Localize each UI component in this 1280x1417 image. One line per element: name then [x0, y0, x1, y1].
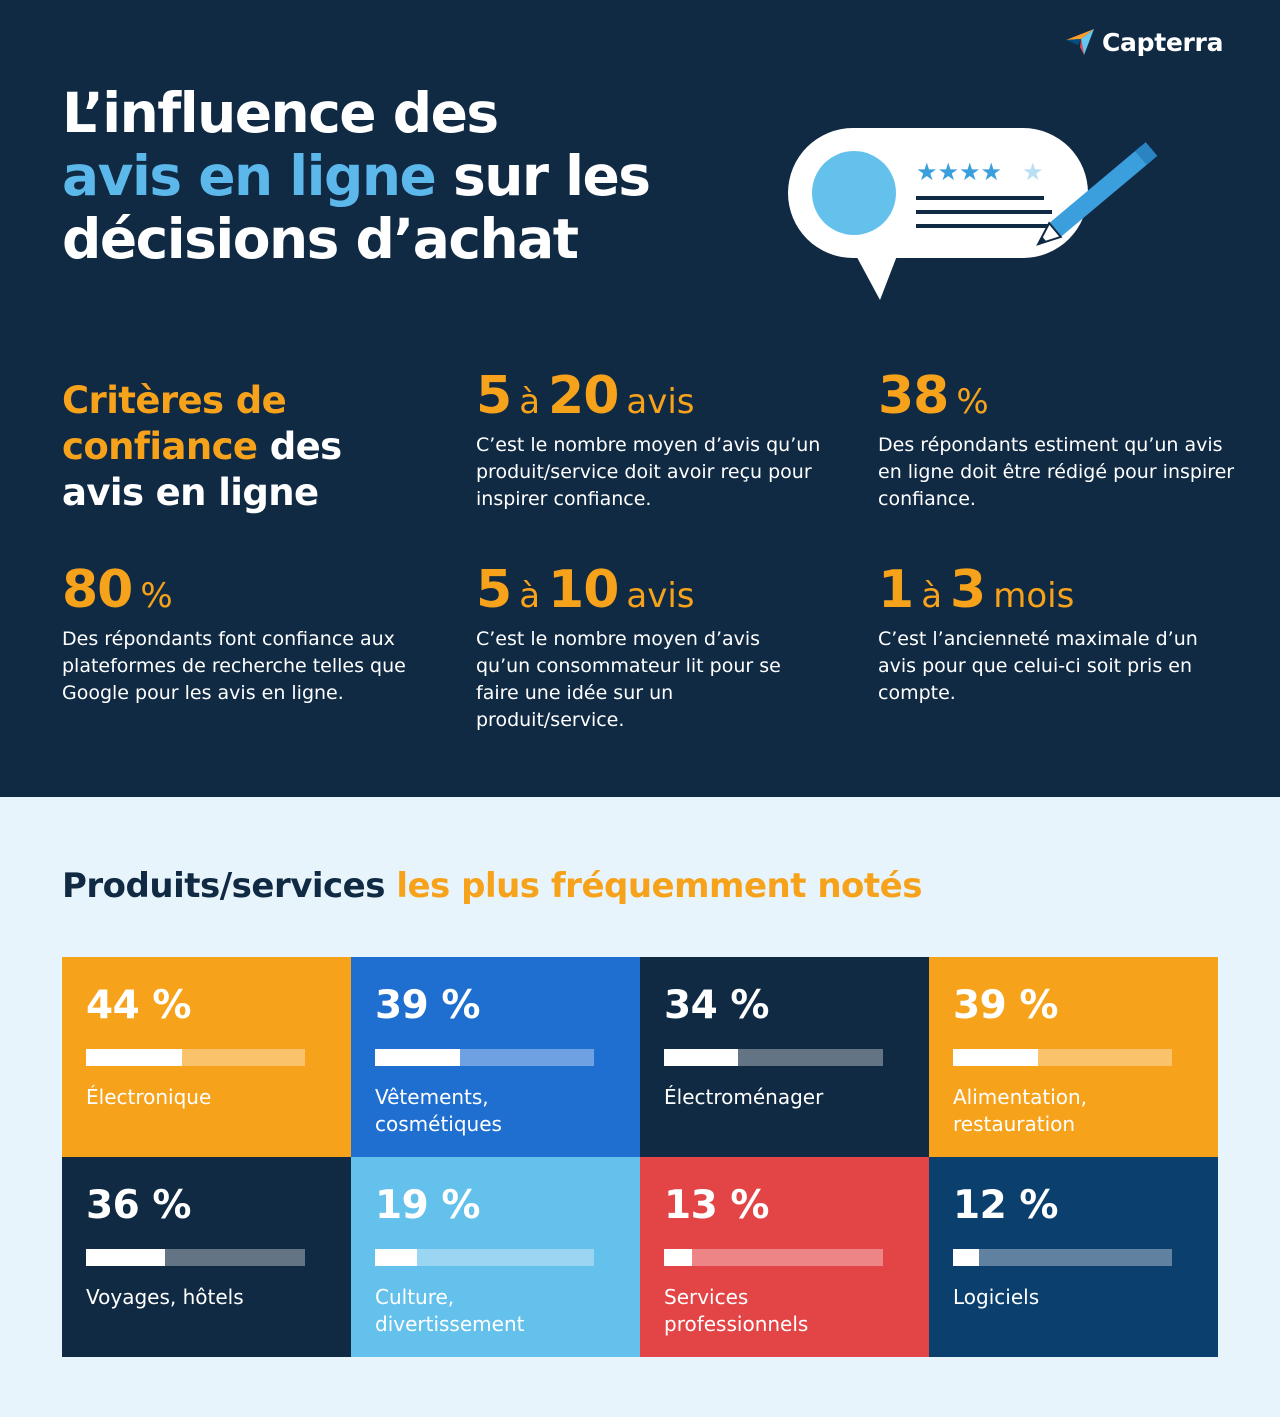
category-bar-track — [664, 1049, 883, 1066]
stat-value: 80% — [62, 560, 173, 620]
stat-review-age: 1 à 3 mois C’est l’ancienneté maximale d’un… — [878, 562, 1208, 707]
category-bar-track — [375, 1249, 594, 1266]
category-bar-track — [664, 1249, 883, 1266]
category-bar-fill — [953, 1249, 980, 1266]
stat-reviews-read: 5 à 10 avis C’est le nombre moyen d’avis qu… — [476, 562, 816, 734]
category-percent: 36 % — [86, 1183, 191, 1228]
stat-description: Des répondants font confiance aux platef… — [62, 628, 406, 704]
category-bar-track — [86, 1049, 305, 1066]
category-percent: 39 % — [375, 983, 480, 1028]
criteria-title: Critères de confiance des avis en ligne — [62, 378, 442, 516]
capterra-logo: Capterra — [1066, 28, 1223, 57]
category-tile: 36 % Voyages, hôtels — [62, 1157, 351, 1357]
category-percent: 12 % — [953, 1183, 1058, 1228]
category-percent: 44 % — [86, 983, 191, 1028]
category-bar-fill — [375, 1049, 461, 1066]
category-tile: 13 % Services professionnels — [640, 1157, 929, 1357]
capterra-arrow-icon — [1066, 28, 1094, 55]
category-tile: 39 % Alimentation, restauration — [929, 957, 1218, 1157]
title-line-1: L’influence des — [62, 81, 499, 145]
svg-text:★★★★: ★★★★ — [916, 158, 1002, 186]
svg-text:★: ★ — [1022, 158, 1044, 186]
criteria-title-line-2: confiance des — [62, 424, 442, 470]
category-tile: 39 % Vêtements, cosmétiques — [351, 957, 640, 1157]
stat-description: C’est l’ancienneté maximale d’un avis po… — [878, 628, 1198, 704]
stat-value: 5 à 20 avis — [476, 366, 695, 426]
category-label: Voyages, hôtels — [86, 1285, 244, 1309]
category-label: Alimentation, restauration — [953, 1085, 1088, 1136]
category-label: Électronique — [86, 1085, 212, 1109]
review-bubble-icon: ★★★★ ★ — [788, 128, 1158, 300]
category-bar-fill — [375, 1249, 417, 1266]
stat-description: C’est le nombre moyen d’avis qu’un produ… — [476, 434, 821, 510]
capterra-wordmark: Capterra — [1102, 28, 1224, 57]
pencil-icon — [1036, 142, 1158, 246]
title-highlight: avis en ligne — [62, 144, 437, 208]
criteria-title-white: des — [257, 425, 342, 468]
category-label: Services professionnels — [664, 1285, 809, 1336]
category-tile: 12 % Logiciels — [929, 1157, 1218, 1357]
title-line-2: avis en ligne sur les — [62, 145, 742, 208]
page-title: L’influence des avis en ligne sur les dé… — [62, 82, 742, 271]
title-line-2-rest: sur les — [435, 144, 651, 208]
category-bar-fill — [86, 1049, 183, 1066]
category-bar-track — [953, 1049, 1172, 1066]
criteria-title-line-3: avis en ligne — [62, 471, 319, 514]
category-tile: 44 % Électronique — [62, 957, 351, 1157]
category-bar-fill — [664, 1049, 739, 1066]
category-label: Vêtements, cosmétiques — [375, 1085, 502, 1136]
products-title-orange: les plus fréquemment notés — [384, 866, 922, 906]
header-section — [0, 0, 1280, 797]
stat-description: Des répondants estiment qu’un avis en li… — [878, 434, 1235, 510]
category-label: Culture, divertissement — [375, 1285, 525, 1336]
criteria-title-line-1: Critères de — [62, 379, 287, 422]
category-bar-track — [375, 1049, 594, 1066]
category-percent: 39 % — [953, 983, 1058, 1028]
products-title: Produits/services les plus fréquemment n… — [62, 866, 922, 906]
category-bar-fill — [664, 1249, 693, 1266]
stat-value: 5 à 10 avis — [476, 560, 695, 620]
products-title-dark: Produits/services — [62, 866, 385, 906]
category-label: Électroménager — [664, 1085, 824, 1109]
category-tile: 19 % Culture, divertissement — [351, 1157, 640, 1357]
category-bar-fill — [86, 1249, 165, 1266]
category-bar-track — [953, 1249, 1172, 1266]
category-bar-fill — [953, 1049, 1039, 1066]
stat-description: C’est le nombre moyen d’avis qu’un conso… — [476, 628, 781, 731]
stat-search-platforms: 80% Des répondants font confiance aux pl… — [62, 562, 412, 707]
category-percent: 19 % — [375, 1183, 480, 1228]
star-rating-icon: ★★★★ ★ — [916, 158, 1044, 186]
category-percent: 34 % — [664, 983, 769, 1028]
category-tile: 34 % Électroménager — [640, 957, 929, 1157]
category-percent: 13 % — [664, 1183, 769, 1228]
stat-value: 1 à 3 mois — [878, 560, 1075, 620]
stat-value: 38% — [878, 366, 989, 426]
stat-reviews-needed: 5 à 20 avis C’est le nombre moyen d’avis qu… — [476, 368, 836, 513]
criteria-title-orange: confiance — [62, 425, 258, 468]
category-bar-track — [86, 1249, 305, 1266]
title-line-3: décisions d’achat — [62, 207, 579, 271]
category-label: Logiciels — [953, 1285, 1040, 1309]
stat-written-review: 38% Des répondants estiment qu’un avis e… — [878, 368, 1238, 513]
